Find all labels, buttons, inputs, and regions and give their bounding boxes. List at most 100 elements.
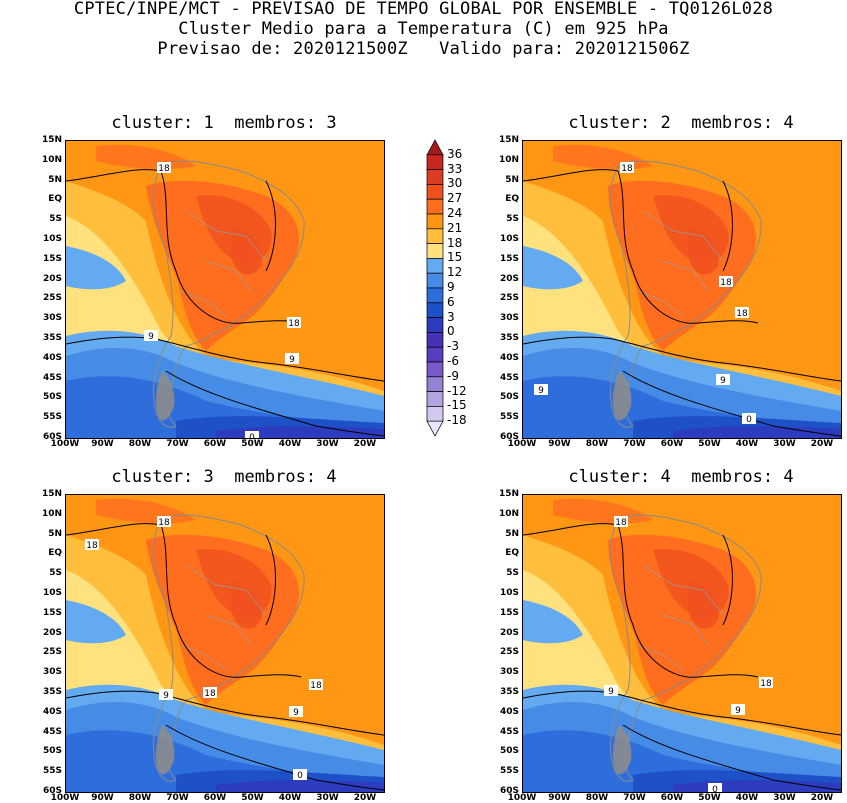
longitude-tick-label: 80W bbox=[128, 793, 152, 803]
contour-label: 9 bbox=[289, 706, 303, 718]
latitude-tick-label: 60S bbox=[42, 432, 62, 442]
svg-text:9: 9 bbox=[720, 376, 726, 386]
map-panel-3: 18 18 18 18 9 9 0 bbox=[65, 494, 385, 793]
longitude-tick-label: 40W bbox=[278, 439, 302, 449]
header-line-3: Previsao de: 2020121500Z Valido para: 20… bbox=[157, 39, 690, 59]
svg-text:18: 18 bbox=[288, 319, 300, 329]
contour-label: 9 bbox=[604, 685, 618, 697]
contour-label: 18 bbox=[620, 162, 634, 174]
colorbar-label: 36 bbox=[447, 146, 463, 161]
colorbar-label: -9 bbox=[447, 368, 459, 383]
svg-text:18: 18 bbox=[204, 689, 216, 699]
latitude-tick-label: EQ bbox=[505, 548, 519, 559]
latitude-tick-label: 45S bbox=[499, 372, 519, 383]
latitude-tick-label: 15S bbox=[499, 607, 519, 618]
latitude-tick-label: 15S bbox=[42, 253, 62, 264]
latitude-tick-label: 50S bbox=[42, 392, 62, 403]
longitude-tick-label: 90W bbox=[548, 439, 571, 449]
longitude-tick-label: 80W bbox=[585, 439, 609, 449]
latitude-tick-label: 55S bbox=[499, 412, 519, 423]
map-panel-2: 18 18 18 9 9 0 bbox=[522, 140, 842, 439]
colorbar-label: 33 bbox=[447, 161, 463, 176]
colorbar-label: 24 bbox=[447, 206, 463, 220]
contour-label: 18 bbox=[759, 677, 773, 689]
latitude-tick-label: 5S bbox=[49, 568, 62, 579]
colorbar-label: 12 bbox=[447, 265, 463, 280]
longitude-tick-label: 60W bbox=[203, 439, 227, 449]
latitude-tick-label: 10N bbox=[41, 508, 62, 519]
contour-label: 18 bbox=[309, 679, 323, 691]
longitude-tick-label: 30W bbox=[773, 793, 796, 803]
longitude-tick-label: 100W bbox=[507, 439, 537, 449]
svg-text:0: 0 bbox=[249, 433, 255, 438]
header-line-1: CPTEC/INPE/MCT - PREVISAO DE TEMPO GLOBA… bbox=[73, 0, 774, 19]
contour-label: 9 bbox=[159, 689, 173, 701]
contour-label: 18 bbox=[157, 162, 171, 174]
longitude-tick-label: 60W bbox=[660, 793, 684, 803]
map-panel-1: 18 18 9 9 0 bbox=[65, 140, 385, 439]
colorbar-label: 18 bbox=[447, 235, 463, 250]
latitude-tick-label: 45S bbox=[42, 372, 62, 383]
contour-label: 18 bbox=[157, 516, 171, 528]
longitude-tick-label: 40W bbox=[735, 793, 759, 803]
latitude-tick-label: 60S bbox=[499, 432, 519, 442]
svg-text:9: 9 bbox=[608, 687, 614, 697]
latitude-tick-label: 30S bbox=[499, 313, 519, 324]
latitude-tick-label: 15S bbox=[499, 253, 519, 264]
latitude-tick-label: 10N bbox=[498, 154, 519, 165]
latitude-tick-label: 10S bbox=[499, 234, 519, 244]
latitude-tick-label: 20S bbox=[42, 273, 62, 284]
latitude-tick-label: 5S bbox=[49, 214, 62, 225]
latitude-tick-label: 15N bbox=[498, 135, 519, 145]
latitude-tick-label: EQ bbox=[505, 194, 519, 205]
latitude-tick-label: 55S bbox=[42, 766, 62, 777]
longitude-tick-label: 80W bbox=[585, 793, 609, 803]
latitude-tick-label: 5N bbox=[505, 174, 519, 185]
contour-label: 9 bbox=[716, 374, 730, 386]
panel-title-4: cluster: 4 membros: 4 bbox=[568, 467, 794, 487]
latitude-tick-label: 50S bbox=[42, 746, 62, 757]
svg-text:9: 9 bbox=[293, 708, 299, 718]
map-panel-4: 18 18 9 9 0 bbox=[522, 494, 842, 793]
contour-label: 18 bbox=[614, 516, 628, 528]
latitude-tick-label: 30S bbox=[42, 313, 62, 324]
longitude-tick-label: 20W bbox=[353, 439, 377, 449]
latitude-tick-label: EQ bbox=[48, 548, 62, 559]
latitude-tick-label: 25S bbox=[499, 293, 519, 304]
latitude-tick-label: 40S bbox=[42, 352, 62, 363]
latitude-tick-label: 15N bbox=[41, 489, 62, 499]
latitude-tick-label: 30S bbox=[42, 667, 62, 678]
longitude-tick-label: 30W bbox=[316, 439, 339, 449]
latitude-tick-label: 10S bbox=[499, 588, 519, 598]
latitude-tick-label: 25S bbox=[499, 647, 519, 658]
longitude-tick-label: 20W bbox=[810, 439, 834, 449]
contour-label: 0 bbox=[293, 769, 307, 781]
longitude-tick-label: 30W bbox=[316, 793, 339, 803]
longitude-tick-label: 50W bbox=[241, 793, 264, 803]
colorbar-scale bbox=[426, 139, 444, 437]
colorbar-label: 0 bbox=[447, 324, 455, 339]
svg-text:9: 9 bbox=[735, 706, 741, 716]
latitude-tick-label: 60S bbox=[42, 786, 62, 796]
longitude-tick-label: 40W bbox=[735, 439, 759, 449]
svg-text:18: 18 bbox=[621, 164, 633, 174]
svg-text:9: 9 bbox=[163, 691, 169, 701]
svg-text:9: 9 bbox=[148, 332, 154, 342]
latitude-tick-label: 40S bbox=[42, 706, 62, 717]
latitude-tick-label: 60S bbox=[499, 786, 519, 796]
longitude-tick-label: 60W bbox=[203, 793, 227, 803]
longitude-tick-label: 70W bbox=[623, 793, 646, 803]
contour-label: 9 bbox=[534, 384, 548, 396]
latitude-tick-label: 25S bbox=[42, 293, 62, 304]
svg-text:18: 18 bbox=[310, 681, 322, 691]
colorbar-label: -18 bbox=[447, 413, 467, 428]
longitude-tick-label: 90W bbox=[91, 439, 114, 449]
svg-text:18: 18 bbox=[736, 309, 748, 319]
latitude-tick-label: 5N bbox=[48, 174, 62, 185]
latitude-tick-label: 25S bbox=[42, 647, 62, 658]
svg-text:0: 0 bbox=[712, 785, 718, 792]
longitude-tick-label: 100W bbox=[507, 793, 537, 803]
svg-text:18: 18 bbox=[720, 278, 732, 288]
longitude-tick-label: 70W bbox=[166, 793, 189, 803]
latitude-tick-label: 20S bbox=[499, 273, 519, 284]
